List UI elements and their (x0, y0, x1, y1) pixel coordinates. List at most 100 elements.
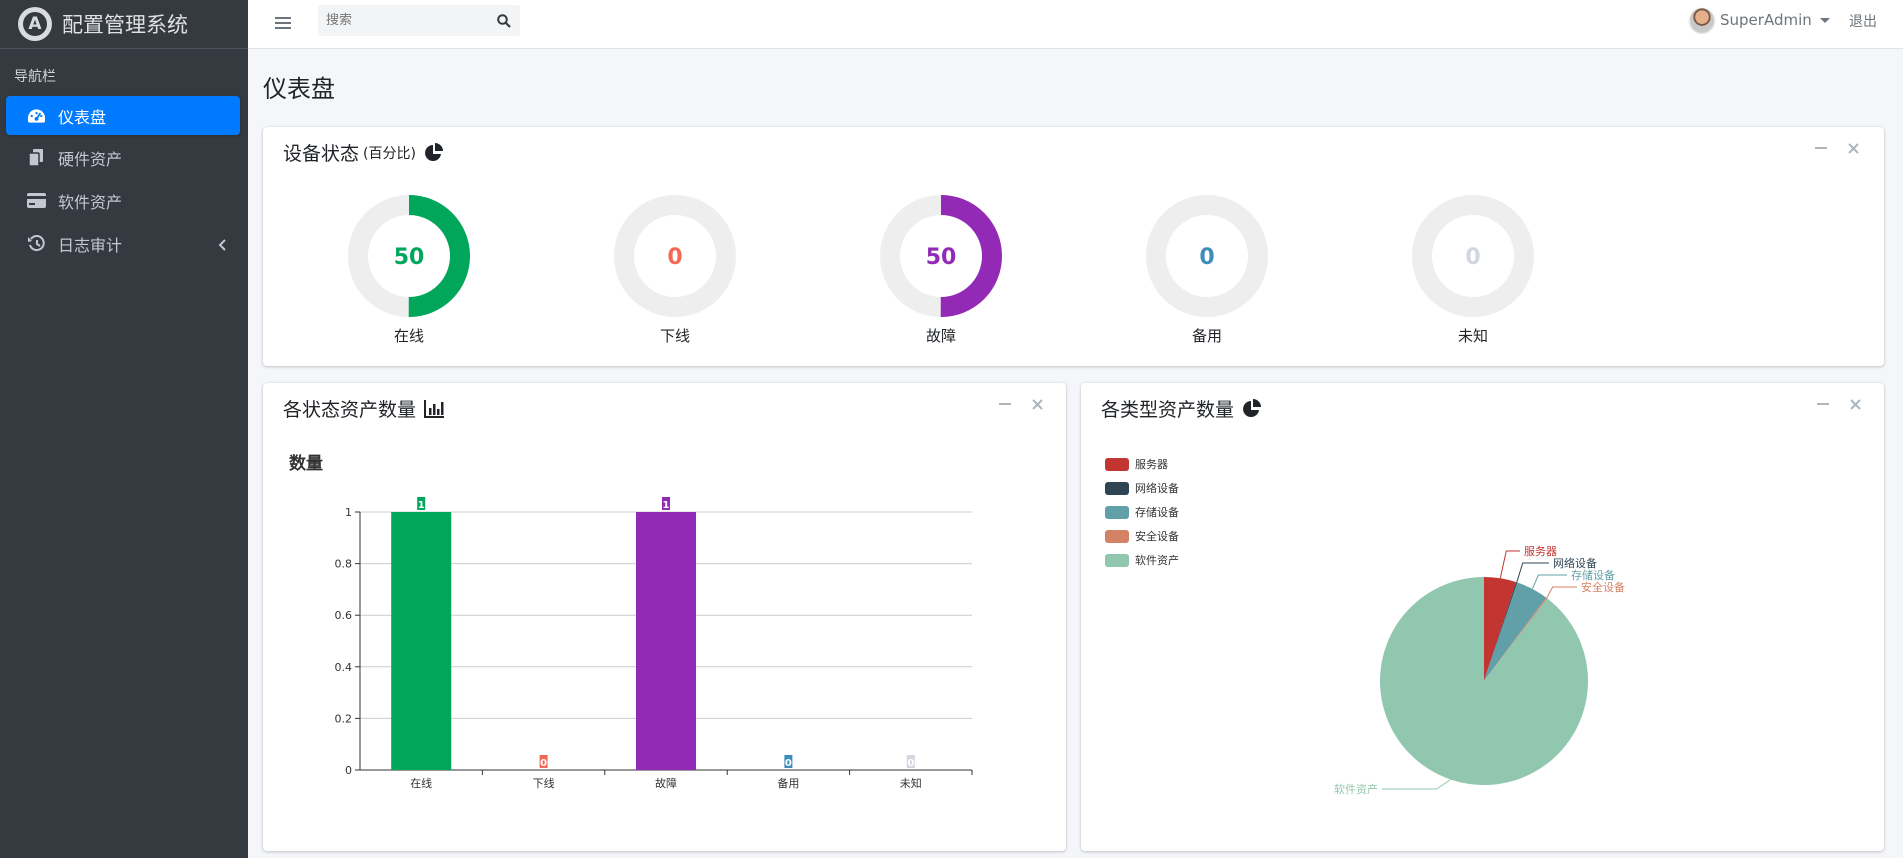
collapse-icon[interactable] (996, 395, 1014, 413)
sidebar-item-hardware[interactable]: 硬件资产 (6, 138, 240, 177)
collapse-icon[interactable] (1812, 139, 1830, 157)
legend-item[interactable]: 网络设备 (1105, 480, 1179, 496)
pie-slice[interactable] (1484, 597, 1548, 681)
menu-toggle-icon[interactable] (272, 12, 294, 34)
pie-slice[interactable] (1484, 577, 1517, 681)
donut-track (614, 195, 736, 317)
legend-label: 安全设备 (1135, 530, 1179, 543)
card-title: 各状态资产数量 (283, 395, 445, 422)
donut-value: 0 (667, 245, 682, 270)
donut-arc (348, 195, 470, 317)
donut-1: 50 (348, 195, 470, 317)
sidebar-item-label: 软件资产 (58, 192, 123, 212)
pie-label: 服务器 (1524, 545, 1557, 558)
card-title-text: 设备状态 (283, 143, 360, 165)
logout-link[interactable]: 退出 (1849, 14, 1877, 30)
pie-leader-line (1516, 562, 1549, 583)
sidebar: A 配置管理系统 导航栏 仪表盘 硬件资产 软件资产 日志审计 (0, 0, 248, 858)
pie-slice[interactable] (1484, 582, 1518, 681)
data-label: 0 (540, 758, 547, 769)
brand-logo-letter: A (23, 12, 47, 36)
sidebar-item-label: 日志审计 (58, 235, 123, 255)
sidebar-item-audit-log[interactable]: 日志审计 (6, 224, 240, 263)
legend-swatch (1105, 505, 1129, 519)
pie-label: 安全设备 (1581, 580, 1625, 594)
avatar (1690, 8, 1714, 32)
caret-down-icon (1819, 17, 1830, 23)
legend-swatch (1105, 553, 1129, 567)
close-icon[interactable] (1844, 139, 1862, 157)
pie-label: 存储设备 (1571, 568, 1615, 582)
top-navbar: SuperAdmin 退出 (248, 0, 1903, 49)
card-subtitle: (百分比) (363, 145, 416, 162)
legend-swatch (1105, 529, 1129, 543)
donut-value: 0 (1199, 245, 1214, 270)
legend-item[interactable]: 软件资产 (1105, 552, 1179, 568)
data-label: 1 (418, 500, 425, 511)
user-name: SuperAdmin (1720, 11, 1812, 29)
sidebar-item-label: 硬件资产 (58, 149, 123, 169)
pie-leader-line (1499, 550, 1520, 579)
x-tick-label: 故障 (655, 776, 677, 790)
search-box (318, 5, 520, 36)
brand-logo: A (18, 7, 52, 41)
pie-slice[interactable] (1484, 582, 1547, 681)
donut-value: 0 (1465, 245, 1480, 270)
donut-value: 50 (394, 245, 425, 270)
brand[interactable]: A 配置管理系统 (0, 0, 248, 49)
bar-chart: 数量 0 0.2 0.4 0.6 0.8 1 1 在线 0 下线 1 故障 0 备用 0 未知 (289, 453, 973, 790)
device-status-card: 设备状态 (百分比) (263, 127, 1884, 366)
x-tick-label: 未知 (900, 776, 922, 790)
donut-5: 0 (1412, 195, 1534, 317)
page-title: 仪表盘 (263, 75, 335, 103)
data-label-bg (784, 755, 793, 768)
bar[interactable] (391, 512, 452, 770)
y-tick-label: 0.6 (335, 609, 353, 622)
donut-value: 50 (926, 245, 957, 270)
user-menu[interactable]: SuperAdmin (1690, 8, 1830, 32)
donut-label: 在线 (393, 327, 424, 345)
search-icon[interactable] (494, 11, 514, 31)
legend-item[interactable]: 安全设备 (1105, 528, 1179, 544)
data-label: 0 (785, 758, 792, 769)
x-tick-label: 下线 (533, 776, 555, 790)
card-title-text: 各状态资产数量 (283, 399, 417, 421)
bar-chart-icon (424, 399, 445, 418)
legend-label: 软件资产 (1135, 554, 1179, 567)
pie-slice[interactable] (1380, 577, 1588, 785)
data-label: 1 (663, 500, 670, 511)
pie-leader-line (1546, 586, 1577, 599)
y-tick-label: 0 (345, 764, 352, 777)
bar[interactable] (636, 512, 696, 770)
pie-chart-icon (424, 142, 444, 163)
pie-leader-line (1382, 779, 1451, 790)
donut-label: 备用 (1191, 327, 1222, 345)
legend-label: 存储设备 (1135, 506, 1179, 519)
sidebar-item-dashboard[interactable]: 仪表盘 (6, 96, 240, 135)
collapse-icon[interactable] (1814, 395, 1832, 413)
close-icon[interactable] (1846, 395, 1864, 413)
y-tick-label: 0.4 (335, 661, 353, 674)
donut-4: 0 (1146, 195, 1268, 317)
card-title: 各类型资产数量 (1101, 395, 1262, 422)
y-tick-label: 0.2 (335, 712, 353, 725)
card-title: 设备状态 (百分比) (283, 139, 444, 166)
legend-item[interactable]: 服务器 (1105, 456, 1168, 472)
card-title-text: 各类型资产数量 (1101, 399, 1235, 421)
close-icon[interactable] (1028, 395, 1046, 413)
copy-icon (24, 149, 48, 166)
donut-label: 故障 (925, 327, 956, 345)
sidebar-item-label: 仪表盘 (58, 107, 107, 127)
chevron-left-icon (218, 236, 226, 255)
donut-track (1412, 195, 1534, 317)
sidebar-item-software[interactable]: 软件资产 (6, 181, 240, 220)
y-tick-label: 1 (345, 506, 352, 519)
pie-leader-line (1531, 574, 1567, 590)
donut-3: 50 (880, 195, 1002, 317)
pie-chart-icon (1242, 398, 1262, 419)
data-label-bg (539, 755, 548, 768)
legend-item[interactable]: 存储设备 (1105, 504, 1179, 520)
history-icon (24, 235, 48, 252)
search-input[interactable] (318, 5, 478, 36)
